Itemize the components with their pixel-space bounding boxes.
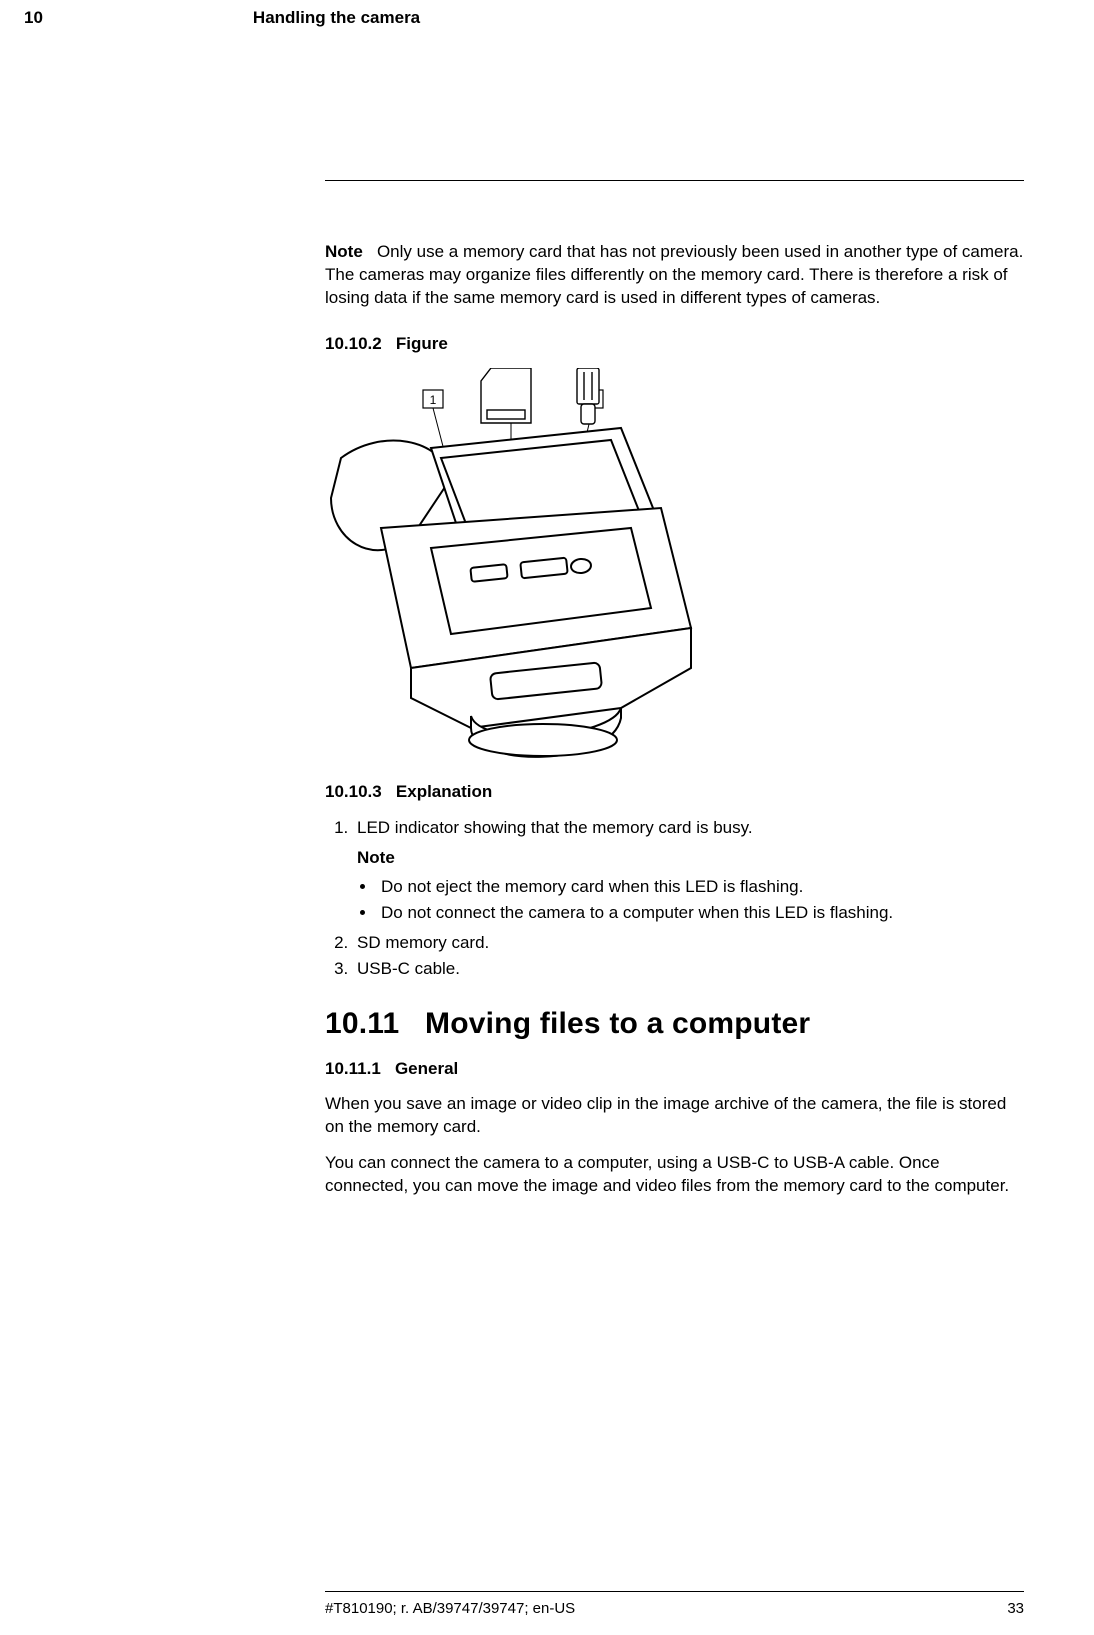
subsection-num: 10.11.1 xyxy=(325,1059,381,1078)
explanation-item-1-text: LED indicator showing that the memory ca… xyxy=(357,818,753,837)
section-title: Moving files to a computer xyxy=(425,1007,810,1040)
footer-page-number: 33 xyxy=(1007,1600,1024,1617)
explanation-bullet-2: Do not connect the camera to a computer … xyxy=(377,901,1024,925)
page-footer: #T810190; r. AB/39747/39747; en-US 33 xyxy=(325,1591,1024,1617)
note-text: Only use a memory card that has not prev… xyxy=(325,242,1023,307)
subsection-heading: 10.11.1 General xyxy=(325,1059,1024,1079)
callout-1: 1 xyxy=(430,393,437,407)
note-block: Note Only use a memory card that has not… xyxy=(325,241,1024,310)
page-header: 10 Handling the camera xyxy=(24,8,1070,28)
top-rule xyxy=(325,180,1024,181)
camera-figure: 1 2 3 xyxy=(321,368,751,758)
explanation-item-1-bullets: Do not eject the memory card when this L… xyxy=(357,875,1024,925)
explanation-item-3: USB-C cable. xyxy=(353,957,1024,981)
figure-heading: 10.10.2 Figure xyxy=(325,334,1024,354)
explanation-item-2: SD memory card. xyxy=(353,931,1024,955)
figure-heading-title: Figure xyxy=(396,334,448,353)
chapter-title: Handling the camera xyxy=(253,8,420,28)
footer-docref: #T810190; r. AB/39747/39747; en-US xyxy=(325,1600,575,1617)
explanation-item-1: LED indicator showing that the memory ca… xyxy=(353,816,1024,925)
section-heading: 10.11 Moving files to a computer xyxy=(325,1007,1024,1041)
section-num: 10.11 xyxy=(325,1007,399,1040)
subsection-title: General xyxy=(395,1059,458,1078)
footer-rule xyxy=(325,1591,1024,1592)
general-paragraph-1: When you save an image or video clip in … xyxy=(325,1093,1024,1139)
content-area: Note Only use a memory card that has not… xyxy=(325,180,1024,1212)
explanation-heading-title: Explanation xyxy=(396,782,492,801)
explanation-item-1-note-label: Note xyxy=(357,846,1024,870)
explanation-list: LED indicator showing that the memory ca… xyxy=(325,816,1024,981)
explanation-heading: 10.10.3 Explanation xyxy=(325,782,1024,802)
figure-heading-num: 10.10.2 xyxy=(325,334,382,353)
chapter-number: 10 xyxy=(24,8,43,28)
general-paragraph-2: You can connect the camera to a computer… xyxy=(325,1152,1024,1198)
note-label: Note xyxy=(325,242,363,261)
explanation-heading-num: 10.10.3 xyxy=(325,782,382,801)
explanation-bullet-1: Do not eject the memory card when this L… xyxy=(377,875,1024,899)
